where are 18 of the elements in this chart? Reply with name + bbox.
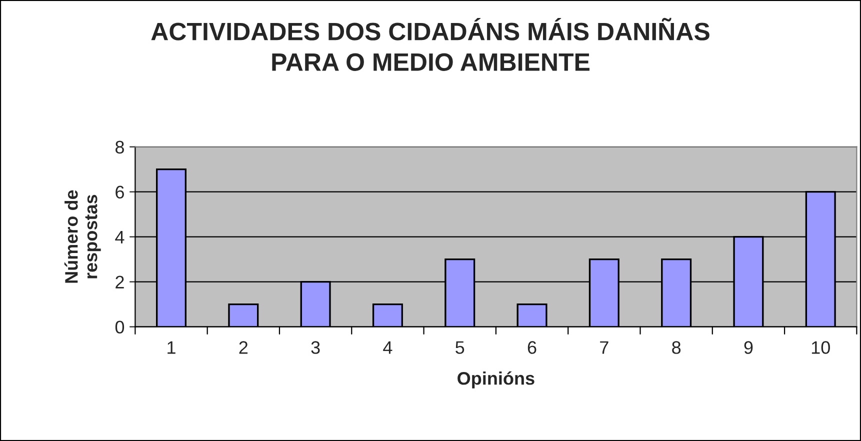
y-tick-label: 0 [115,320,124,334]
x-tick-label: 7 [600,341,608,354]
x-tick-label: 6 [528,341,536,354]
y-tick-label: 4 [115,230,124,244]
x-axis-title: Opinións [458,371,534,388]
y-tick-label: 2 [116,276,124,288]
x-tick-label: 1 [168,341,176,354]
y-axis-title: Número de respostas [64,190,101,283]
x-tick-label: 5 [456,341,464,354]
x-tick-label: 9 [744,341,753,354]
y-tick-label: 8 [116,140,124,154]
x-tick-label: 10 [812,341,830,354]
x-tick-label: 2 [239,341,248,354]
x-tick-label: 8 [672,341,681,354]
x-tick-label: 3 [311,341,320,354]
chart-title: ACTIVIDADES DOS CIDADÁNS MÁIS DANIÑAS PARA O MEDIO AMBIENTE [151,18,710,71]
y-tick-label: 6 [116,186,124,199]
x-tick-label: 4 [383,341,392,354]
